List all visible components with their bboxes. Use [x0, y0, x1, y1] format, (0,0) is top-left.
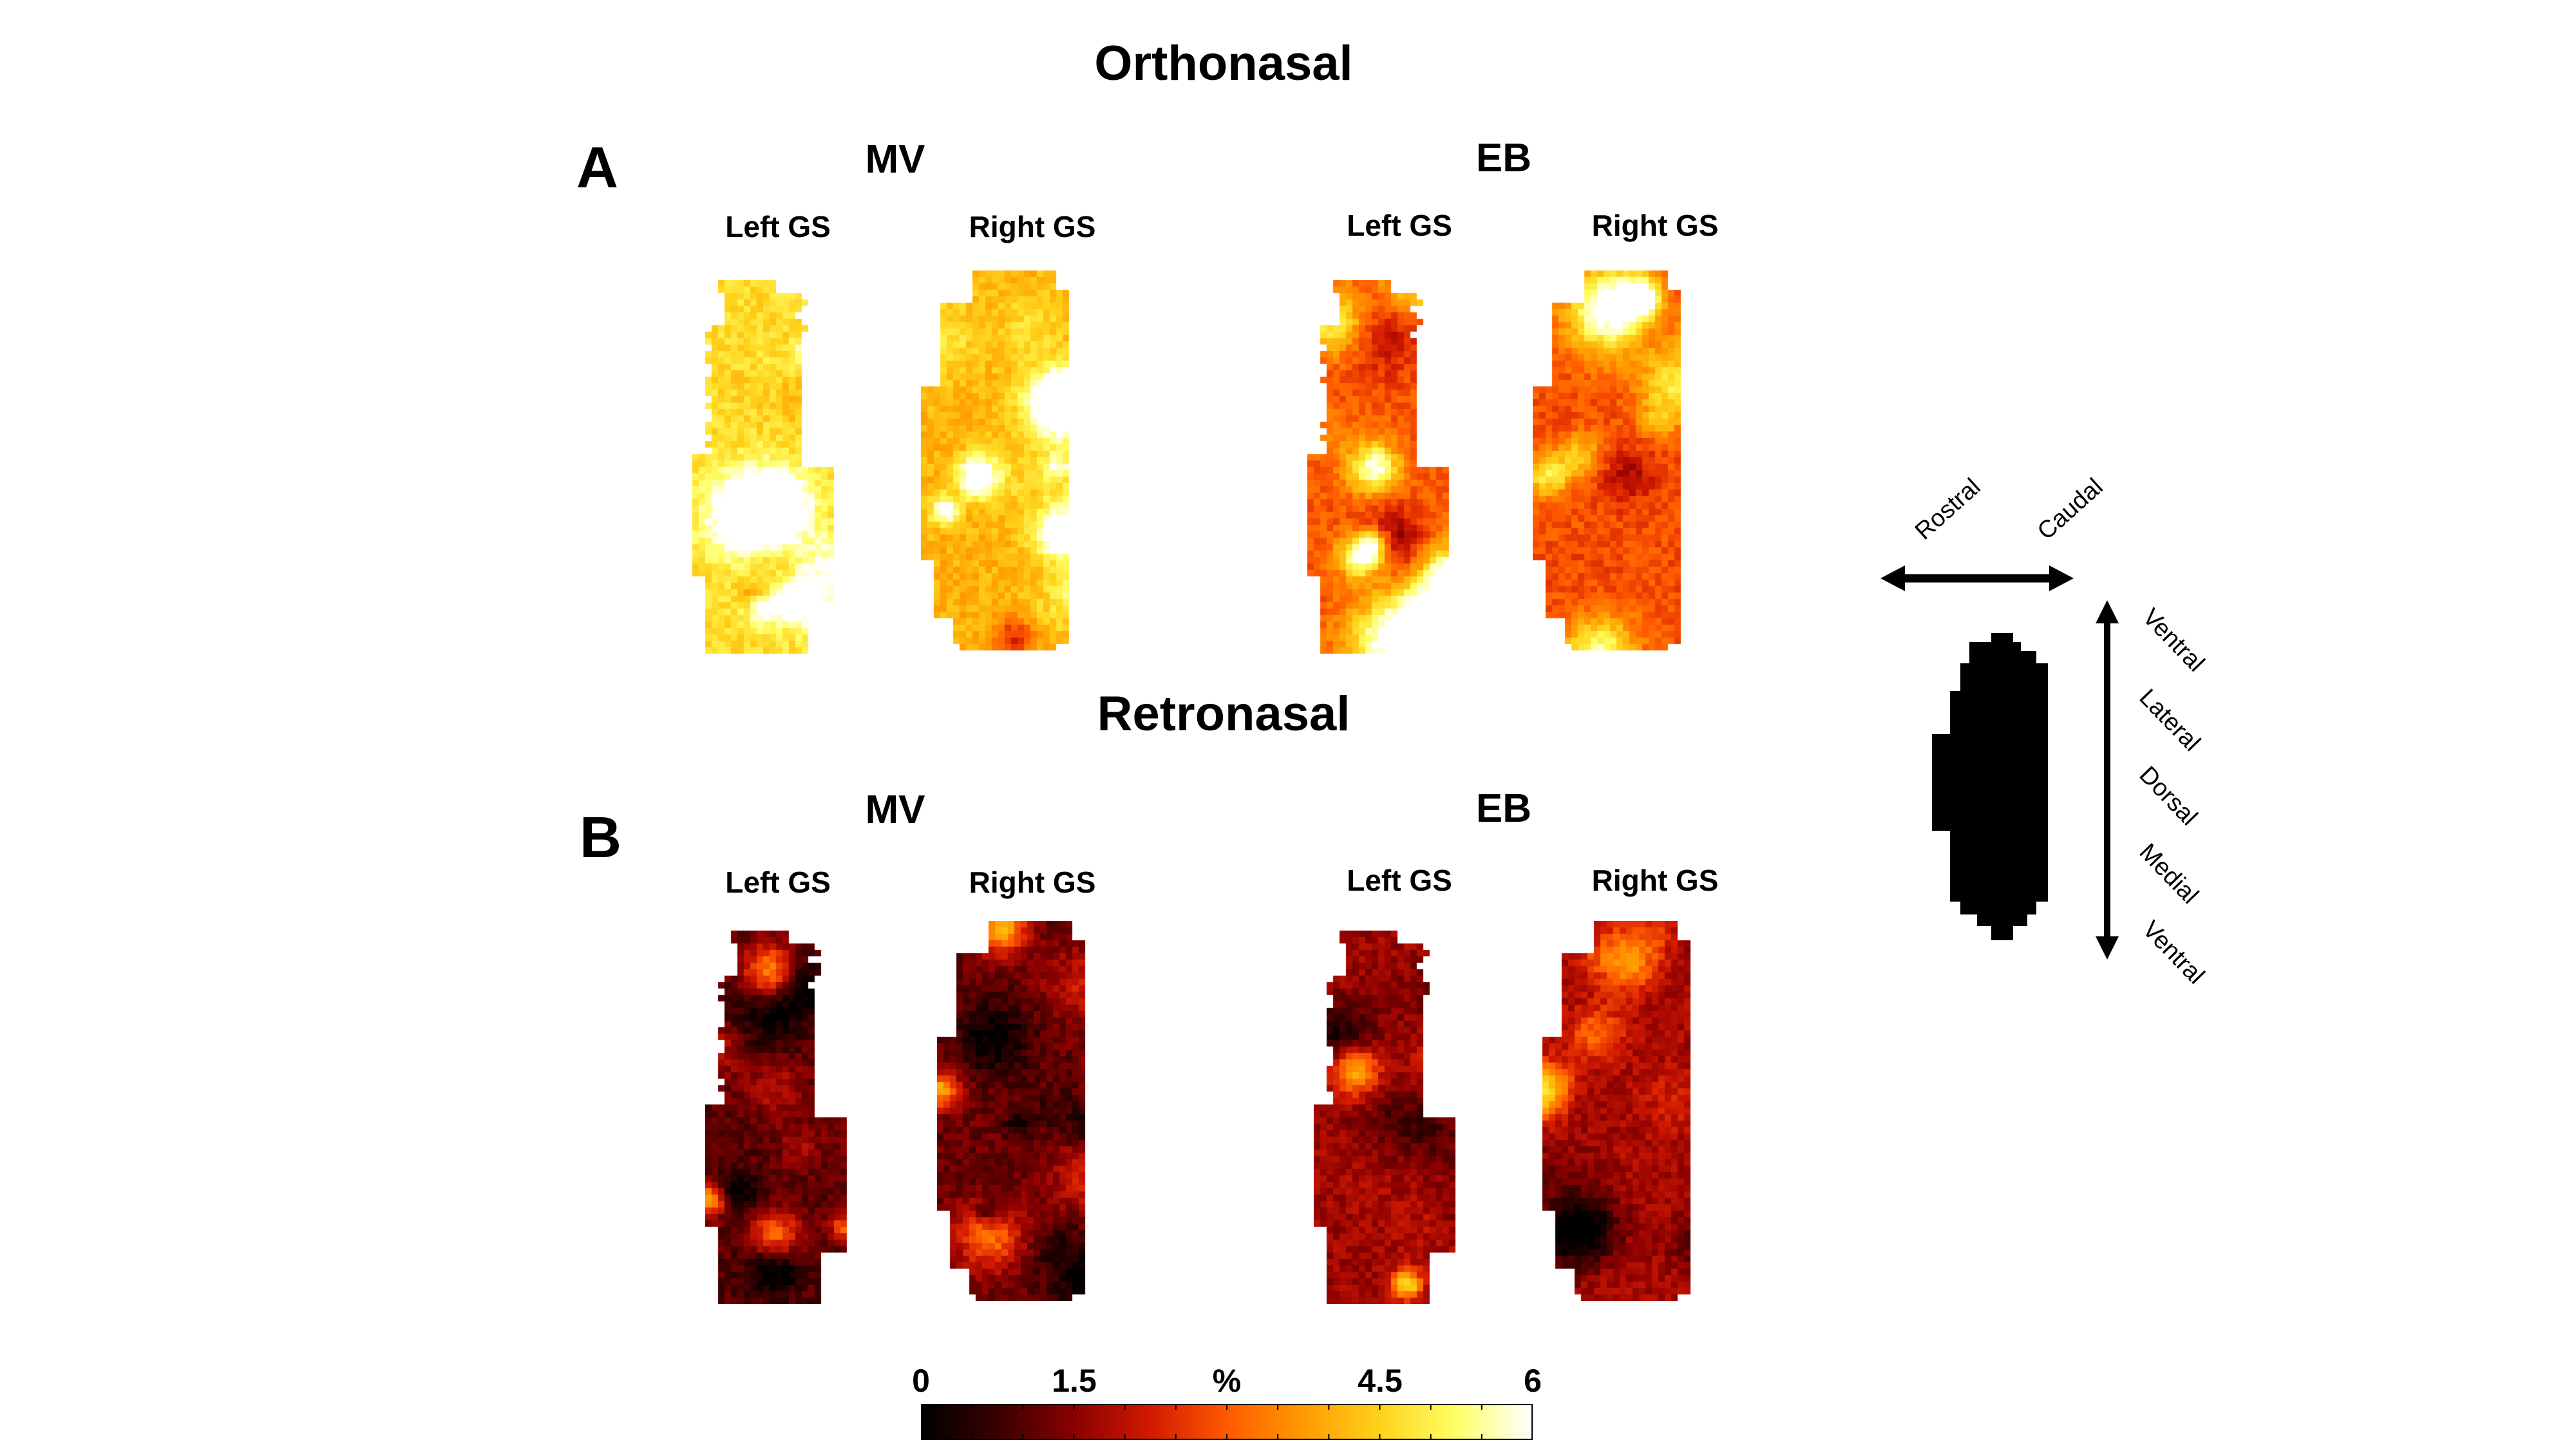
side-label-right-eb-ortho: Right GS	[1591, 209, 1719, 242]
colorbar-tick-1: 1.5	[1052, 1363, 1097, 1399]
colorbar-tick-3: 4.5	[1358, 1363, 1403, 1399]
label-ventral-bottom: Ventral	[2137, 916, 2210, 989]
title-retronasal: Retronasal	[1097, 687, 1350, 741]
label-medial: Medial	[2134, 838, 2204, 909]
orientation-legend: Rostral Caudal Ventral Lateral Dorsal Me…	[1880, 473, 2210, 989]
label-ventral-top: Ventral	[2137, 603, 2210, 677]
panel-label-b: B	[580, 806, 621, 870]
heatmap-retronasal-mv-right	[937, 921, 1098, 1301]
arrow-head-caudal	[2049, 565, 2074, 591]
colorbar-gradient	[921, 1404, 1533, 1440]
side-label-left-mv-retro: Left GS	[725, 866, 831, 899]
arrow-head-top	[2096, 600, 2119, 623]
heatmap-retronasal-mv-left	[705, 931, 866, 1304]
label-rostral: Rostral	[1910, 473, 1986, 545]
colorbar	[921, 1404, 1533, 1440]
side-label-right-mv-retro: Right GS	[969, 866, 1096, 899]
title-orthonasal: Orthonasal	[1094, 36, 1353, 91]
group-mv-retronasal: MV	[865, 788, 925, 832]
group-eb-orthonasal: EB	[1475, 136, 1532, 180]
panel-label-a: A	[576, 136, 618, 200]
label-caudal: Caudal	[2032, 473, 2108, 545]
side-label-right-eb-retro: Right GS	[1591, 864, 1719, 897]
group-eb-retronasal: EB	[1475, 786, 1532, 831]
side-label-right-mv-ortho: Right GS	[969, 210, 1096, 243]
side-label-left-eb-ortho: Left GS	[1347, 209, 1452, 242]
heatmap-retronasal-eb-left	[1314, 931, 1475, 1304]
side-label-left-mv-ortho: Left GS	[725, 210, 831, 243]
colorbar-tick-0: 0	[912, 1363, 930, 1399]
heatmap-orthonasal-mv-right	[921, 270, 1082, 650]
glomerular-sheet-schematic	[1932, 633, 2048, 940]
colorbar-tick-unit: %	[1212, 1363, 1242, 1399]
heatmap-orthonasal-mv-left	[692, 280, 853, 654]
heatmap-orthonasal-eb-left	[1307, 280, 1468, 654]
label-dorsal: Dorsal	[2134, 761, 2202, 831]
colorbar-tick-marks	[971, 1405, 1482, 1439]
heatmap-retronasal-eb-right	[1542, 921, 1703, 1301]
label-lateral: Lateral	[2134, 684, 2206, 757]
arrow-head-bottom	[2096, 936, 2119, 960]
group-mv-orthonasal: MV	[865, 137, 925, 182]
heatmap-orthonasal-eb-right	[1533, 270, 1694, 650]
side-label-left-eb-retro: Left GS	[1347, 864, 1452, 897]
arrow-head-rostral	[1880, 565, 1905, 591]
colorbar-tick-4: 6	[1524, 1363, 1542, 1399]
